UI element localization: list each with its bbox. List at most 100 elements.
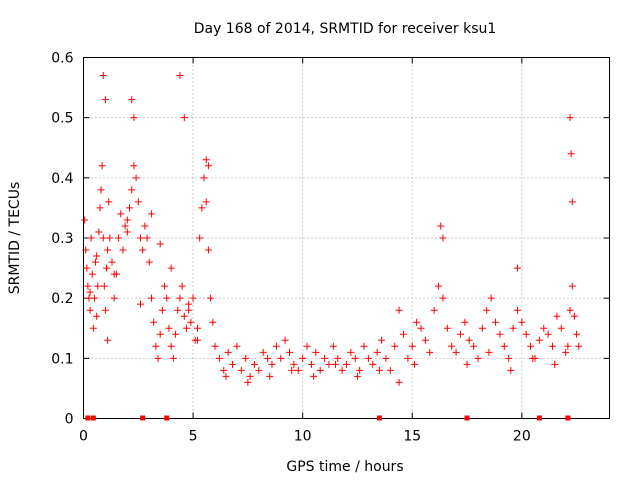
data-point bbox=[229, 360, 237, 368]
x-tick-label: 20 bbox=[513, 429, 531, 445]
data-point bbox=[373, 348, 381, 356]
data-point bbox=[421, 336, 429, 344]
y-tick-label: 0.2 bbox=[51, 291, 73, 307]
data-point bbox=[104, 336, 112, 344]
data-point bbox=[94, 282, 102, 290]
data-point bbox=[101, 306, 109, 314]
data-point bbox=[110, 294, 118, 302]
data-point bbox=[518, 318, 526, 326]
data-point bbox=[417, 324, 425, 332]
data-point bbox=[106, 234, 114, 242]
rug-mark bbox=[164, 415, 170, 421]
data-point bbox=[500, 342, 508, 350]
data-point bbox=[202, 156, 210, 164]
data-point bbox=[121, 222, 129, 230]
rug-mark bbox=[565, 415, 571, 421]
data-point bbox=[307, 360, 315, 368]
data-point bbox=[222, 372, 230, 380]
data-point bbox=[92, 258, 100, 266]
data-point bbox=[343, 360, 350, 368]
data-point bbox=[487, 294, 495, 302]
data-point bbox=[134, 198, 142, 206]
data-point bbox=[105, 198, 113, 206]
data-point bbox=[176, 72, 184, 80]
data-point bbox=[513, 264, 521, 272]
data-point bbox=[435, 282, 443, 290]
data-point bbox=[86, 306, 94, 314]
data-point bbox=[83, 264, 91, 272]
data-point bbox=[86, 288, 94, 296]
data-point bbox=[413, 318, 421, 326]
data-point bbox=[566, 306, 574, 314]
y-tick-label: 0.4 bbox=[51, 171, 73, 187]
data-point bbox=[128, 96, 136, 104]
x-tick-label: 5 bbox=[189, 429, 198, 445]
data-point bbox=[169, 354, 177, 362]
data-point bbox=[562, 348, 570, 356]
data-point bbox=[180, 114, 188, 122]
data-point bbox=[110, 270, 118, 278]
data-point bbox=[527, 342, 535, 350]
data-point bbox=[152, 342, 160, 350]
data-point bbox=[165, 324, 173, 332]
chart-title: Day 168 of 2014, SRMTID for receiver ksu… bbox=[194, 21, 497, 37]
data-point bbox=[567, 150, 575, 158]
data-point bbox=[95, 228, 103, 236]
data-point bbox=[209, 318, 217, 326]
data-point bbox=[233, 342, 241, 350]
data-point bbox=[551, 360, 559, 368]
y-tick-label: 0 bbox=[65, 412, 74, 428]
data-point bbox=[215, 354, 223, 362]
x-tick-label: 10 bbox=[294, 429, 312, 445]
data-point bbox=[312, 348, 320, 356]
data-point bbox=[180, 312, 188, 320]
data-point bbox=[130, 162, 138, 170]
data-point bbox=[356, 366, 364, 374]
data-point bbox=[185, 306, 193, 314]
data-point bbox=[136, 300, 144, 308]
data-point bbox=[378, 336, 386, 344]
data-point bbox=[156, 240, 164, 248]
data-point bbox=[100, 282, 108, 290]
data-point bbox=[90, 294, 98, 302]
data-point bbox=[143, 234, 151, 242]
data-point bbox=[189, 294, 197, 302]
data-point bbox=[395, 378, 403, 386]
data-point bbox=[566, 114, 574, 122]
data-point bbox=[439, 294, 447, 302]
data-point bbox=[505, 354, 513, 362]
data-point bbox=[483, 306, 491, 314]
data-point bbox=[529, 354, 537, 362]
data-point bbox=[439, 234, 447, 242]
data-point bbox=[299, 354, 307, 362]
data-point bbox=[156, 330, 164, 338]
data-point bbox=[509, 324, 517, 332]
data-point bbox=[470, 342, 478, 350]
data-point bbox=[456, 330, 464, 338]
data-point bbox=[513, 306, 521, 314]
data-point bbox=[147, 294, 155, 302]
data-point bbox=[99, 234, 107, 242]
data-point bbox=[364, 354, 372, 362]
data-point bbox=[332, 360, 340, 368]
y-tick-label: 0.6 bbox=[51, 51, 73, 67]
data-point bbox=[145, 258, 153, 266]
data-point bbox=[187, 318, 195, 326]
data-point bbox=[549, 342, 557, 350]
data-point bbox=[172, 330, 180, 338]
data-point bbox=[338, 366, 346, 374]
data-point bbox=[568, 282, 576, 290]
data-point bbox=[224, 348, 232, 356]
data-point bbox=[204, 246, 212, 254]
data-point bbox=[119, 246, 127, 254]
data-point bbox=[130, 114, 138, 122]
data-point bbox=[568, 198, 576, 206]
data-point bbox=[161, 282, 169, 290]
data-point bbox=[399, 330, 407, 338]
data-point bbox=[465, 336, 473, 344]
data-point bbox=[123, 228, 131, 236]
rug-mark bbox=[376, 415, 382, 421]
data-point bbox=[115, 234, 123, 242]
y-tick-label: 0.1 bbox=[51, 351, 73, 367]
data-point bbox=[463, 360, 471, 368]
